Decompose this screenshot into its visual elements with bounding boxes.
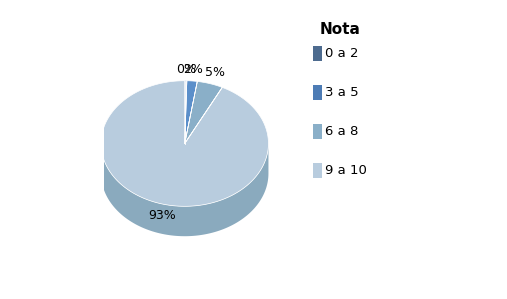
FancyBboxPatch shape xyxy=(313,124,322,139)
FancyBboxPatch shape xyxy=(313,85,322,100)
Text: 2%: 2% xyxy=(184,63,203,76)
Text: 93%: 93% xyxy=(148,209,176,222)
Polygon shape xyxy=(185,81,187,144)
Text: 0%: 0% xyxy=(176,63,196,76)
Text: 6 a 8: 6 a 8 xyxy=(325,125,358,138)
Text: 0 a 2: 0 a 2 xyxy=(325,47,359,60)
Polygon shape xyxy=(185,81,197,144)
Polygon shape xyxy=(101,144,268,236)
Polygon shape xyxy=(101,81,268,206)
FancyBboxPatch shape xyxy=(313,163,322,178)
Text: 5%: 5% xyxy=(205,66,225,80)
Text: 9 a 10: 9 a 10 xyxy=(325,164,367,177)
FancyBboxPatch shape xyxy=(313,46,322,61)
Polygon shape xyxy=(185,81,222,144)
Text: Nota: Nota xyxy=(319,22,360,37)
Text: 3 a 5: 3 a 5 xyxy=(325,86,359,99)
